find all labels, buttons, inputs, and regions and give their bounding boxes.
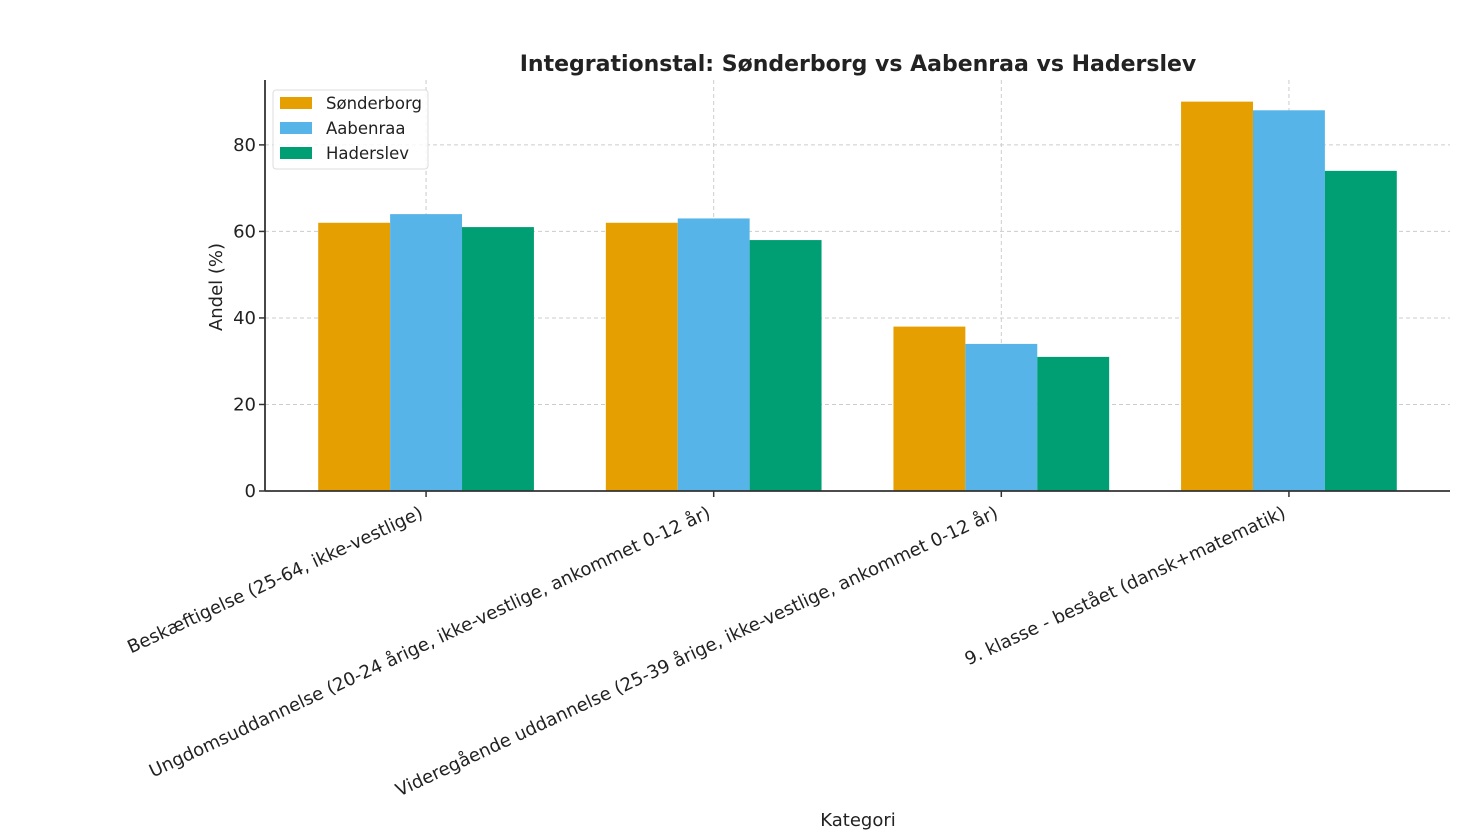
legend-swatch-aabenraa <box>280 122 312 134</box>
bar-aabenraa-2 <box>965 343 1038 491</box>
bar-haderslev-2 <box>1037 356 1110 491</box>
bar-haderslev-0 <box>462 227 534 492</box>
bar-aabenraa-0 <box>390 214 463 491</box>
bar-haderslev-3 <box>1324 170 1397 491</box>
bar-sønderborg-0 <box>318 222 391 491</box>
x-tick-label: Beskæftigelse (25-64, ikke-vestlige) <box>124 502 426 658</box>
x-tick-label: Ungdomsuddannelse (20-24 årige, ikke-ves… <box>146 502 714 782</box>
y-tick-label: 80 <box>233 135 256 156</box>
bar-aabenraa-3 <box>1252 110 1325 491</box>
bar-sønderborg-3 <box>1181 101 1253 491</box>
legend-label: Aabenraa <box>326 119 406 138</box>
legend-label: Sønderborg <box>326 94 422 113</box>
bar-sønderborg-1 <box>605 222 678 491</box>
y-tick-label: 20 <box>233 394 256 415</box>
bar-aabenraa-1 <box>677 218 750 491</box>
legend: Sønderborg Aabenraa Haderslev <box>272 89 429 170</box>
chart-title: Integrationstal: Sønderborg vs Aabenraa … <box>520 52 1197 77</box>
bars <box>318 101 1397 492</box>
legend-swatch-sønderborg <box>280 97 312 109</box>
x-tick-label: Videregående uddannelse (25-39 årige, ik… <box>393 502 1002 801</box>
y-axis-label: Andel (%) <box>206 243 227 331</box>
y-tick-label: 60 <box>233 221 256 242</box>
bar-haderslev-1 <box>749 240 822 491</box>
y-tick-label: 40 <box>233 308 256 329</box>
bar-sønderborg-2 <box>893 326 966 491</box>
legend-label: Haderslev <box>326 144 409 163</box>
x-tick-label: 9. klasse - bestået (dansk+matematik) <box>962 502 1289 670</box>
legend-swatch-haderslev <box>280 147 312 159</box>
y-tick-label: 0 <box>245 481 256 502</box>
x-axis-label: Kategori <box>820 810 896 831</box>
